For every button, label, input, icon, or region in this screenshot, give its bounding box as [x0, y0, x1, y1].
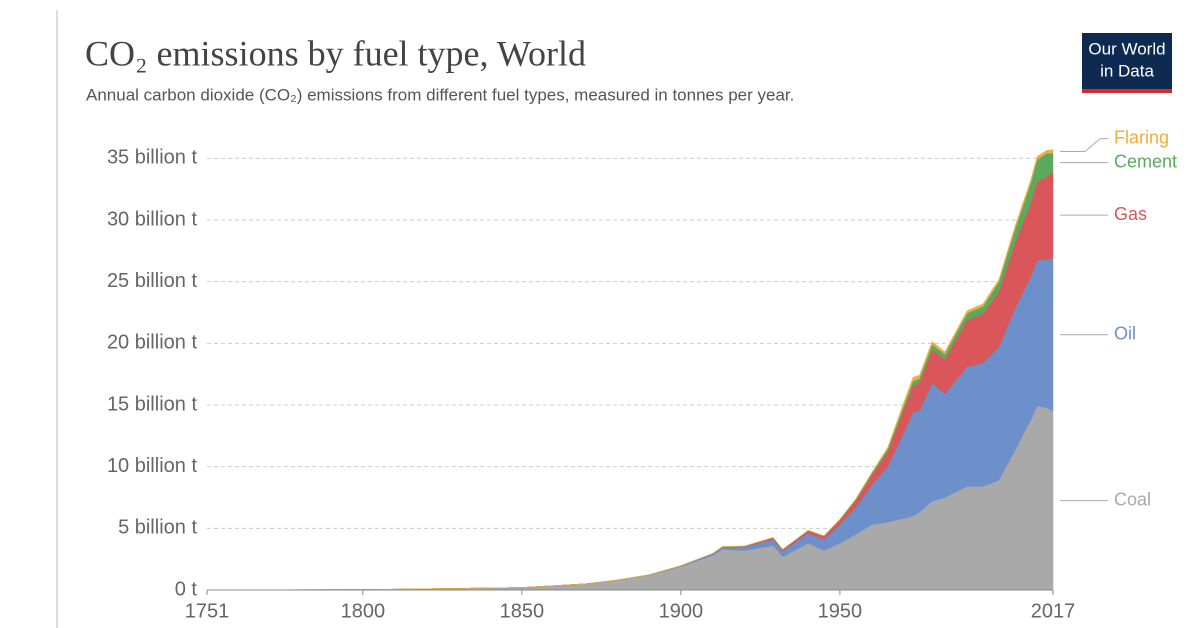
logo-stripe: [1082, 89, 1172, 93]
x-tick-label: 1751: [185, 600, 230, 622]
logo-text: Our World: [1088, 39, 1165, 58]
logo-box: [1082, 33, 1172, 93]
legend-label: Cement: [1114, 151, 1177, 171]
x-tick-label: 1900: [659, 600, 704, 622]
y-tick-label: 20 billion t: [107, 332, 198, 354]
chart-subtitle: Annual carbon dioxide (CO₂) emissions fr…: [86, 85, 794, 104]
y-tick-label: 15 billion t: [107, 393, 198, 415]
y-tick-label: 30 billion t: [107, 208, 198, 230]
logo-text: in Data: [1100, 61, 1154, 80]
legend-label: Flaring: [1114, 127, 1169, 147]
legend-label: Coal: [1114, 489, 1151, 509]
y-tick-label: 25 billion t: [107, 270, 198, 292]
x-tick-label: 1950: [818, 600, 863, 622]
label-connector: [1060, 138, 1108, 153]
y-tick-label: 10 billion t: [107, 455, 198, 477]
chart-title: CO₂ emissions by fuel type, World: [85, 33, 586, 73]
x-tick-label: 2017: [1031, 600, 1076, 622]
legend-label: Oil: [1114, 323, 1136, 343]
x-tick-label: 1800: [341, 600, 386, 622]
y-tick-label: 35 billion t: [107, 147, 198, 169]
legend-label: Gas: [1114, 204, 1147, 224]
y-tick-label: 5 billion t: [118, 517, 197, 539]
x-tick-label: 1850: [500, 600, 545, 622]
y-tick-label: 0 t: [175, 578, 198, 600]
area: [206, 149, 1054, 591]
